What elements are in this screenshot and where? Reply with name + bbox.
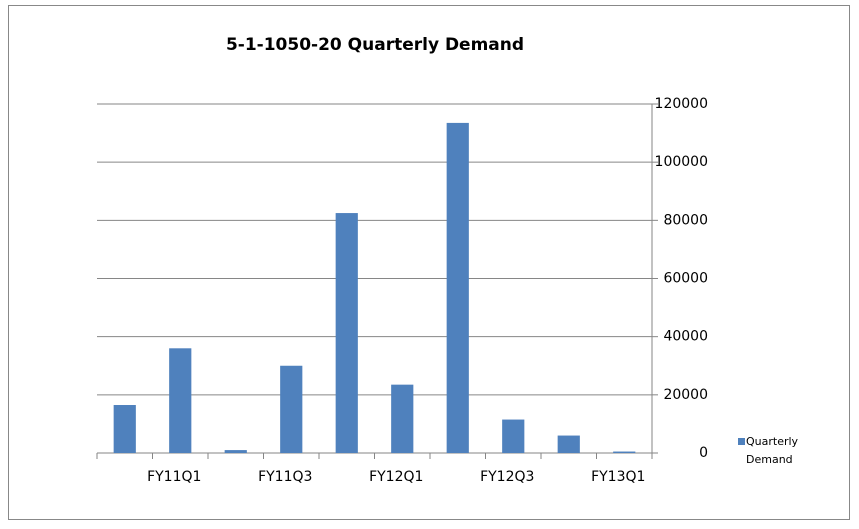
bar [557, 435, 580, 453]
y-tick-label: 20000 [663, 387, 708, 403]
bar [446, 122, 469, 453]
chart-border [8, 5, 850, 520]
x-tick-label: FY12Q3 [480, 469, 534, 485]
bar [169, 348, 192, 453]
chart-title: 5-1-1050-20 Quarterly Demand [226, 35, 524, 55]
bar [613, 451, 636, 453]
y-tick-label: 0 [699, 445, 708, 461]
x-tick-label: FY11Q3 [258, 469, 312, 485]
x-tick-label: FY13Q1 [591, 469, 645, 485]
legend-label: Quarterly Demand [746, 435, 799, 466]
y-tick-label: 40000 [663, 329, 708, 345]
y-tick-label: 100000 [655, 154, 708, 170]
x-tick-label: FY12Q1 [369, 469, 423, 485]
bar [335, 213, 358, 453]
x-tick-label: FY11Q1 [147, 469, 201, 485]
y-tick-label: 60000 [663, 271, 708, 287]
legend-swatch [738, 438, 745, 445]
y-tick-label: 80000 [663, 212, 708, 228]
bar [502, 419, 525, 453]
bar [280, 365, 303, 453]
bar [224, 450, 247, 453]
bar [113, 405, 136, 453]
y-tick-label: 120000 [655, 96, 708, 112]
bar [391, 384, 414, 453]
